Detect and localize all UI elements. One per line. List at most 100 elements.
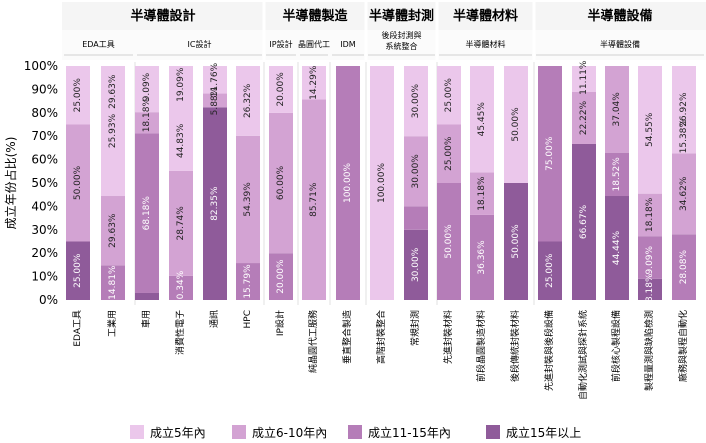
data-label: 29.63%	[108, 213, 118, 248]
category-label: EDA工具	[72, 310, 83, 347]
data-label: 50.00%	[511, 107, 521, 142]
bar-segment	[336, 66, 360, 300]
data-label: 10.34%	[176, 270, 186, 305]
subgroup-title: 半導體設備	[600, 39, 640, 49]
data-label: 20.00%	[276, 72, 286, 107]
data-label: 85.71%	[309, 182, 319, 217]
data-label: 9.09%	[645, 245, 655, 274]
y-axis-label: 成立年份占比(%)	[3, 137, 18, 230]
bar-segment	[504, 66, 528, 183]
header-band	[62, 2, 706, 30]
data-label: 25.00%	[73, 253, 83, 288]
category-label: HPC	[243, 310, 253, 328]
data-label: 30.00%	[411, 247, 421, 282]
data-label: 28.74%	[176, 206, 186, 241]
y-tick-label: 50%	[31, 176, 58, 190]
data-label: 5.88%	[210, 86, 220, 115]
bar-segment	[672, 153, 696, 235]
data-label: 9.09%	[142, 72, 152, 101]
data-label: 25.00%	[545, 253, 555, 288]
y-tick-label: 30%	[31, 223, 58, 237]
bar-segment	[135, 66, 159, 113]
data-label: 25.93%	[108, 113, 118, 148]
y-tick-label: 20%	[31, 246, 58, 260]
data-label: 20.00%	[276, 259, 286, 294]
section-title: 半導體材料	[453, 8, 518, 24]
bar-segment	[101, 196, 125, 266]
data-label: 25.00%	[73, 78, 83, 113]
bar-segment	[302, 66, 326, 100]
y-tick-label: 80%	[31, 106, 58, 120]
data-label: 50.00%	[73, 165, 83, 200]
data-label: 15.79%	[243, 264, 253, 299]
section-title: 半導體封測	[369, 8, 434, 24]
category-label: 高階封裝整合	[375, 310, 387, 364]
legend-label: 成立15年以上	[506, 425, 581, 440]
data-label: 14.29%	[309, 65, 319, 100]
category-label: 先進封裝材料	[442, 310, 454, 364]
data-label: 34.62%	[679, 176, 689, 211]
bar-segment	[135, 112, 159, 134]
data-label: 15.38%	[679, 119, 689, 154]
bar-segment	[169, 66, 193, 171]
subgroup-title: 系統整合	[386, 41, 418, 51]
bar-segment	[269, 112, 293, 254]
bar-segment	[404, 66, 428, 137]
subgroup-title: IC設計	[188, 39, 212, 49]
data-label: 68.18%	[142, 196, 152, 231]
data-label: 26.92%	[679, 92, 689, 127]
bar-segment	[470, 66, 494, 173]
bar-segment	[169, 170, 193, 276]
data-label: 30.00%	[411, 154, 421, 189]
bar-segment	[538, 241, 562, 300]
data-label: 18.18%	[142, 98, 152, 133]
bar-segment	[638, 193, 662, 237]
bar-segment	[437, 66, 461, 125]
data-label: 22.22%	[579, 100, 589, 135]
bar-segment	[135, 133, 159, 293]
y-tick-label: 0%	[39, 293, 58, 307]
y-tick-label: 10%	[31, 270, 58, 284]
bar-segment	[135, 292, 159, 300]
bar-segment	[269, 253, 293, 300]
legend-swatch	[130, 425, 144, 439]
data-label: 54.39%	[243, 182, 253, 217]
bar-segment	[437, 124, 461, 183]
data-label: 50.00%	[444, 224, 454, 259]
bar-segment	[169, 275, 193, 300]
section-title: 半導體製造	[282, 8, 348, 24]
category-label: 消費性電子	[174, 310, 186, 355]
category-label: 車用	[140, 310, 152, 328]
bar-segment	[66, 241, 90, 300]
data-label: 66.67%	[579, 204, 589, 239]
bar-segment	[538, 66, 562, 242]
bar-segment	[437, 183, 461, 300]
bar-segment	[605, 196, 629, 300]
category-label: 前段晶圓製造材料	[475, 310, 487, 382]
data-label: 11.11%	[579, 60, 589, 95]
data-label: 54.55%	[645, 112, 655, 147]
y-tick-label: 90%	[31, 82, 58, 96]
category-label: 純晶圓代工服務	[307, 310, 319, 373]
legend-label: 成立5年內	[150, 425, 206, 440]
data-label: 82.35%	[210, 186, 220, 221]
data-label: 37.04%	[612, 92, 622, 127]
data-label: 100.00%	[343, 163, 353, 203]
data-label: 18.18%	[645, 197, 655, 232]
bar-segment	[404, 136, 428, 207]
bar-segment	[101, 265, 125, 300]
data-label: 50.00%	[511, 224, 521, 259]
bar-segment	[572, 66, 596, 92]
category-label: 製程量測與缺陷檢測	[643, 310, 655, 391]
bar-segment	[203, 66, 227, 94]
y-tick-label: 60%	[31, 153, 58, 167]
legend-swatch	[348, 425, 362, 439]
bar-segment	[470, 214, 494, 300]
bar-segment	[236, 263, 260, 300]
y-tick-label: 40%	[31, 199, 58, 213]
data-label: 36.36%	[477, 240, 487, 275]
bar-segment	[672, 66, 696, 154]
bar-segment	[572, 91, 596, 144]
data-label: 18.18%	[477, 176, 487, 211]
data-label: 18.18%	[645, 273, 655, 308]
